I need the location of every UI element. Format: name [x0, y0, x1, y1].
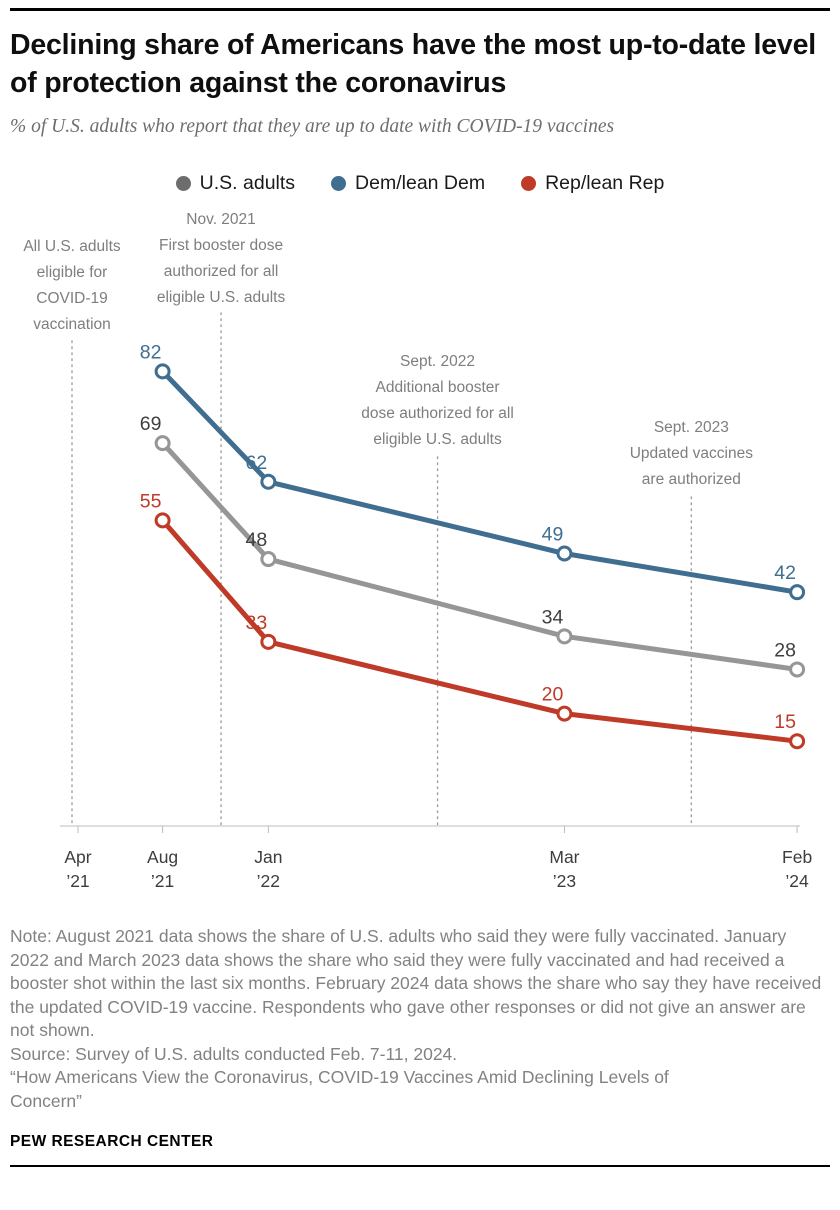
annotation-line: Sept. 2023	[653, 419, 729, 437]
data-point-u-s-adults	[556, 628, 573, 645]
annotation-sept-2023: Sept. 2023 Updated vaccines are authorized	[571, 415, 811, 493]
legend-dot-icon	[331, 176, 347, 192]
data-point-dem-lean-dem	[260, 473, 277, 490]
data-label-rep-lean-rep: 20	[542, 684, 564, 706]
data-label-rep-lean-rep: 55	[140, 491, 162, 513]
annotation-all-u-s-adults: All U.S. adults eligible for COVID-19 vacci…	[0, 234, 192, 338]
data-point-u-s-adults	[154, 435, 171, 452]
data-label-u-s-adults: 48	[245, 529, 267, 551]
series-line-u-s-adults	[160, 440, 800, 673]
annotation-line: Sept. 2022	[400, 353, 476, 371]
annotation-line: First booster dose	[159, 237, 284, 255]
data-label-rep-lean-rep: 15	[774, 711, 796, 733]
data-point-rep-lean-rep	[260, 634, 277, 651]
x-axis-label: Jan ’22	[254, 847, 282, 891]
data-label-dem-lean-dem: 42	[774, 562, 796, 584]
annotation-line: Nov. 2021	[186, 211, 256, 229]
legend-item-rep-lean-rep: Rep/lean Rep	[521, 172, 664, 195]
note-text: Note: August 2021 data shows the share o…	[10, 926, 822, 1041]
bottom-rule	[10, 1165, 830, 1168]
annotation-line: eligible for	[36, 264, 108, 282]
legend-dot-icon	[521, 176, 537, 192]
data-point-rep-lean-rep	[556, 705, 573, 722]
data-point-dem-lean-dem	[154, 363, 171, 380]
line-chart: Apr ’21 Aug ’21 Jan ’22 Mar ’23 Feb ’24 82 62 49 42 69…	[0, 201, 840, 901]
x-axis-label: Aug ’21	[147, 847, 178, 891]
legend-label: U.S. adults	[199, 172, 296, 195]
data-point-u-s-adults	[260, 551, 277, 568]
data-point-dem-lean-dem	[556, 545, 573, 562]
data-label-u-s-adults: 34	[542, 607, 564, 629]
page: Declining share of Americans have the mo…	[0, 8, 840, 1168]
series-line-dem-lean-dem	[160, 369, 800, 595]
source-text: Source: Survey of U.S. adults conducted …	[10, 1043, 458, 1064]
annotation-line: COVID-19	[36, 290, 108, 308]
data-label-u-s-adults: 69	[140, 413, 162, 435]
chart-canvas: Apr ’21 Aug ’21 Jan ’22 Mar ’23 Feb ’24 82 62 49 42 69…	[60, 312, 812, 891]
annotation-line: authorized for all	[163, 263, 279, 281]
data-point-dem-lean-dem	[789, 584, 806, 601]
x-axis-label: Apr ’21	[64, 847, 91, 891]
x-axis-label: Mar ’23	[549, 847, 579, 891]
annotation-line: vaccination	[33, 316, 111, 334]
annotation-line: eligible U.S. adults	[373, 431, 502, 449]
pew-research-center-brand: PEW RESEARCH CENTER	[10, 1133, 214, 1151]
page-title: Declining share of Americans have the mo…	[10, 29, 816, 99]
legend-dot-icon	[175, 176, 191, 192]
data-label-u-s-adults: 28	[774, 640, 796, 662]
chart-subtitle: % of U.S. adults who report that they ar…	[10, 116, 615, 138]
annotation-nov-2021: Nov. 2021 First booster dose authorized fo…	[101, 207, 341, 311]
data-label-dem-lean-dem: 49	[542, 524, 564, 546]
annotation-line: All U.S. adults	[23, 238, 121, 256]
legend-item-dem-lean-dem: Dem/lean Dem	[331, 172, 485, 195]
data-label-dem-lean-dem: 82	[140, 342, 162, 364]
annotation-line: are authorized	[641, 471, 741, 489]
data-point-u-s-adults	[789, 661, 806, 678]
data-label-rep-lean-rep: 33	[245, 612, 267, 634]
chart-legend: U.S. adults Dem/lean Dem Rep/lean Rep	[10, 172, 830, 195]
annotation-line: dose authorized for all	[361, 405, 514, 423]
annotation-line: Additional booster	[375, 379, 500, 397]
x-axis-label: Feb ’24	[782, 847, 812, 891]
legend-label: Rep/lean Rep	[545, 172, 665, 195]
legend-label: Dem/lean Dem	[355, 172, 486, 195]
annotation-sept-2022: Sept. 2022 Additional booster dose authori…	[318, 349, 558, 453]
annotation-line: eligible U.S. adults	[156, 289, 286, 307]
annotation-line: Updated vaccines	[629, 445, 753, 463]
top-rule	[10, 8, 830, 11]
report-title-text: “How Americans View the Coronavirus, COV…	[10, 1067, 669, 1111]
data-point-rep-lean-rep	[789, 733, 806, 750]
legend-item-u-s-adults: U.S. adults	[175, 172, 296, 195]
footer: Note: August 2021 data shows the share o…	[10, 925, 828, 1151]
data-point-rep-lean-rep	[154, 512, 171, 529]
series-line-rep-lean-rep	[160, 518, 800, 744]
data-label-dem-lean-dem: 62	[245, 452, 267, 474]
